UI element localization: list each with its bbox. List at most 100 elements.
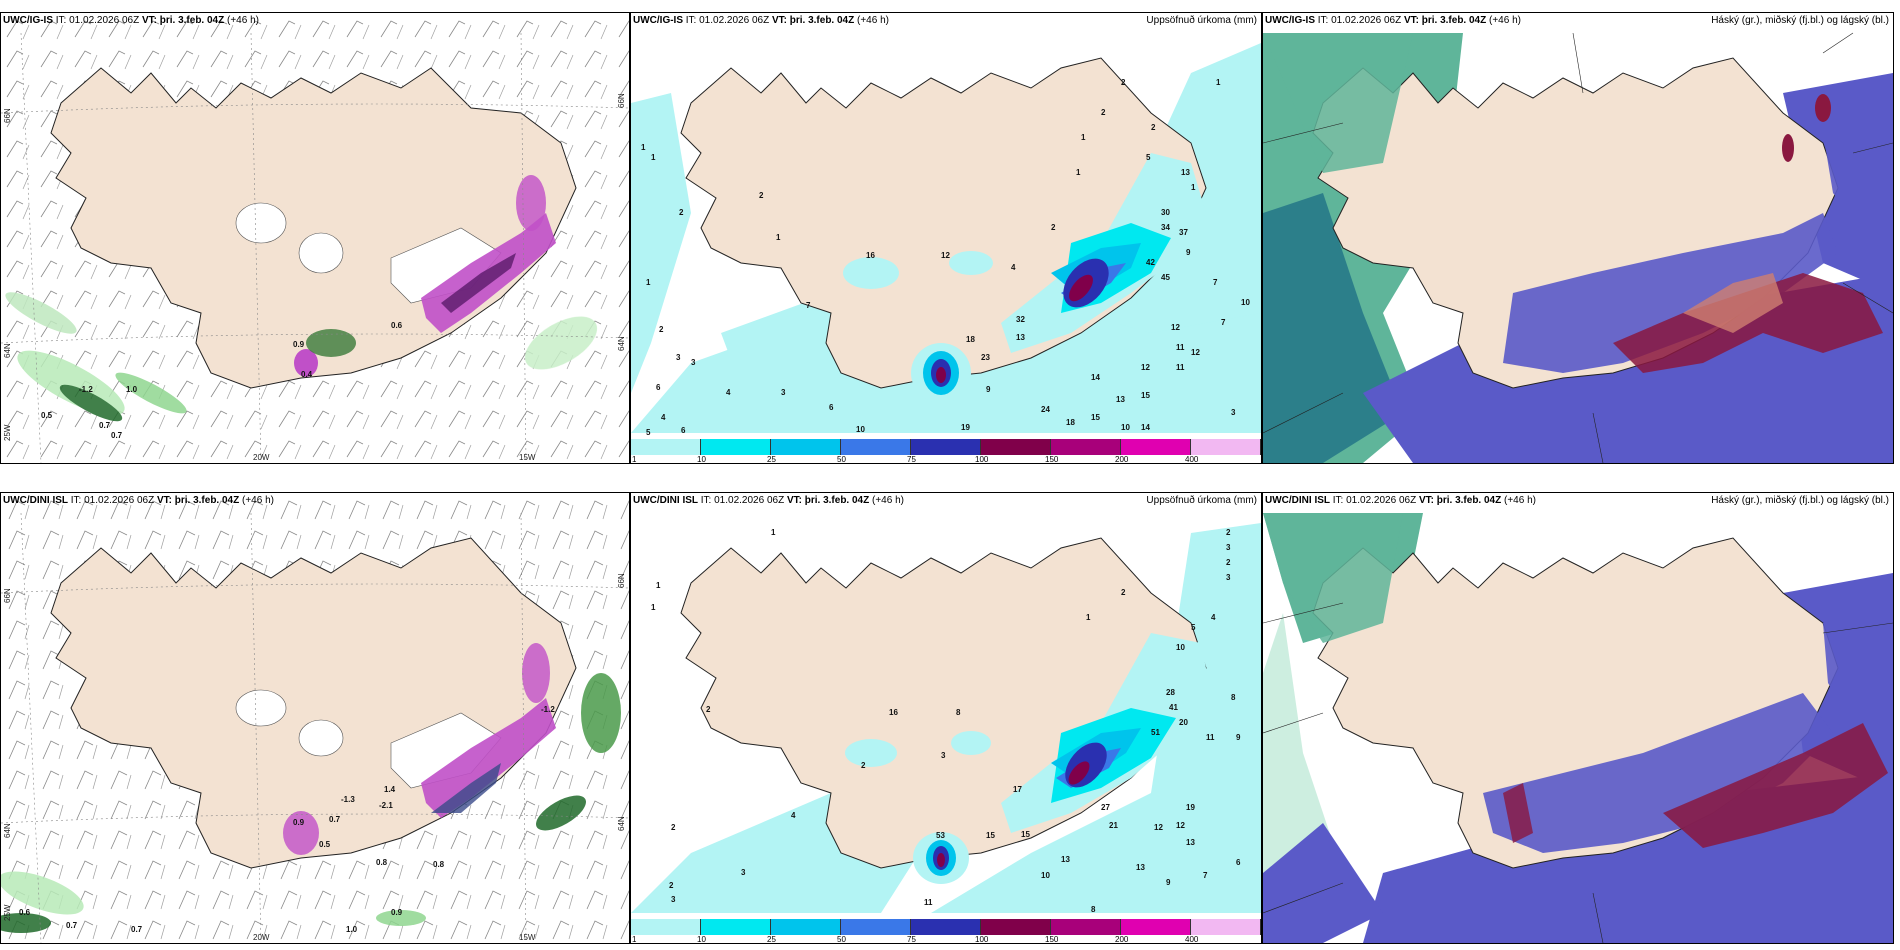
legend-tick: 1 [632,455,637,464]
value-label: 17 [1013,785,1022,794]
value-label: 51 [1151,728,1160,737]
lon-label-25: 25W [3,904,12,921]
value-label: 2 [679,208,684,217]
value-label: 1 [641,143,646,152]
value-label: 2 [861,761,866,770]
value-label: 0.6 [19,908,31,917]
wind-map-panel-dini[interactable]: UWC/DINI ISL IT: 01.02.2026 06Z VT: þri.… [0,492,630,944]
value-label: 10 [1176,643,1185,652]
value-label: 15 [986,831,995,840]
value-label: 7 [1221,318,1226,327]
legend-tick: 200 [1115,935,1129,944]
value-label: 41 [1169,703,1178,712]
value-label: 2 [1121,588,1126,597]
map-canvas [631,493,1261,943]
legend-tick: 25 [767,455,776,464]
legend-swatch [981,439,1051,455]
legend-tick: 50 [837,935,846,944]
value-label: 0.7 [329,815,341,824]
value-label: 14 [1141,423,1150,432]
value-label: 4 [1211,613,1216,622]
value-label: 9 [1186,248,1191,257]
value-label: 12 [1191,348,1200,357]
legend-tick: 75 [907,935,916,944]
cloud-map-panel-ig[interactable]: UWC/IG-IS IT: 01.02.2026 06Z VT: þri. 3.… [1262,12,1894,464]
value-label: 1 [1076,168,1081,177]
panel-title: Háský (gr.), miðský (fj.bl.) og lágský (… [1711,495,1889,506]
legend-swatch [631,439,701,455]
map-canvas [631,13,1261,463]
legend-tick: 150 [1045,935,1059,944]
value-label: 1 [646,278,651,287]
legend-swatch [1051,439,1121,455]
value-label: 13 [1136,863,1145,872]
value-label: 13 [1016,333,1025,342]
lat-label-64: 64N [3,823,12,838]
value-label: 10 [856,425,865,434]
cloud-map-panel-dini[interactable]: UWC/DINI ISL IT: 01.02.2026 06Z VT: þri.… [1262,492,1894,944]
value-label: 0.7 [131,925,143,934]
value-label: 2 [1051,223,1056,232]
value-label: 6 [1236,858,1241,867]
legend-tick: 75 [907,455,916,464]
precip-map-panel-ig[interactable]: UWC/IG-IS IT: 01.02.2026 06Z VT: þri. 3.… [630,12,1262,464]
legend-swatch [631,919,701,935]
legend-tick: 400 [1185,935,1199,944]
value-label: 1 [1191,183,1196,192]
value-label: 14 [1091,373,1100,382]
value-label: 6 [681,426,686,435]
legend-tick: 1 [632,935,637,944]
value-label: 2 [1151,123,1156,132]
value-label: 9 [1236,733,1241,742]
value-label: 1 [651,603,656,612]
panel-header: UWC/DINI ISL IT: 01.02.2026 06Z VT: þri.… [1265,495,1536,506]
value-label: 9 [1166,878,1171,887]
legend-tick: 100 [975,455,989,464]
value-label: 0.7 [111,431,123,440]
value-label: 45 [1161,273,1170,282]
lat-label-66-right: 66N [617,93,626,108]
panel-title: Háský (gr.), miðský (fj.bl.) og lágský (… [1711,15,1889,26]
wind-map-panel-ig[interactable]: UWC/IG-IS IT: 01.02.2026 06Z VT: þri. 3.… [0,12,630,464]
legend-swatch [701,439,771,455]
value-label: 4 [661,413,666,422]
value-label: 28 [1166,688,1175,697]
value-label: 24 [1041,405,1050,414]
legend-swatch [1121,919,1191,935]
value-label: 2 [1121,78,1126,87]
lat-label-66: 66N [3,588,12,603]
value-label: 12 [1141,363,1150,372]
value-label: 12 [941,251,950,260]
lon-label-20: 20W [253,933,270,942]
legend-tick: 50 [837,455,846,464]
value-label: 1 [656,581,661,590]
value-label: 3 [1226,543,1231,552]
value-label: 4 [726,388,731,397]
legend-swatch [771,919,841,935]
value-label: 2 [669,881,674,890]
value-label: 11 [1176,343,1185,352]
value-label: 15 [1091,413,1100,422]
legend-swatch [1121,439,1191,455]
value-label: 15 [1141,391,1150,400]
value-label: 16 [889,708,898,717]
value-label: 3 [1226,573,1231,582]
value-label: 9 [986,385,991,394]
legend-swatch [911,439,981,455]
value-label: 0.4 [301,370,313,379]
value-label: 3 [741,868,746,877]
value-label: 2 [659,325,664,334]
legend-tick: 150 [1045,455,1059,464]
lon-label-15: 15W [519,933,536,942]
value-label: 4 [1011,263,1016,272]
value-label: -1.2 [79,385,93,394]
value-label: 0.8 [376,858,388,867]
value-label: 16 [866,251,875,260]
value-label: 1 [771,528,776,537]
value-label: 13 [1061,855,1070,864]
value-label: 19 [961,423,970,432]
lat-label-66-right: 66N [617,573,626,588]
value-label: 13 [1186,838,1195,847]
precip-map-panel-dini[interactable]: UWC/DINI ISL IT: 01.02.2026 06Z VT: þri.… [630,492,1262,944]
lat-label-66: 66N [3,108,12,123]
